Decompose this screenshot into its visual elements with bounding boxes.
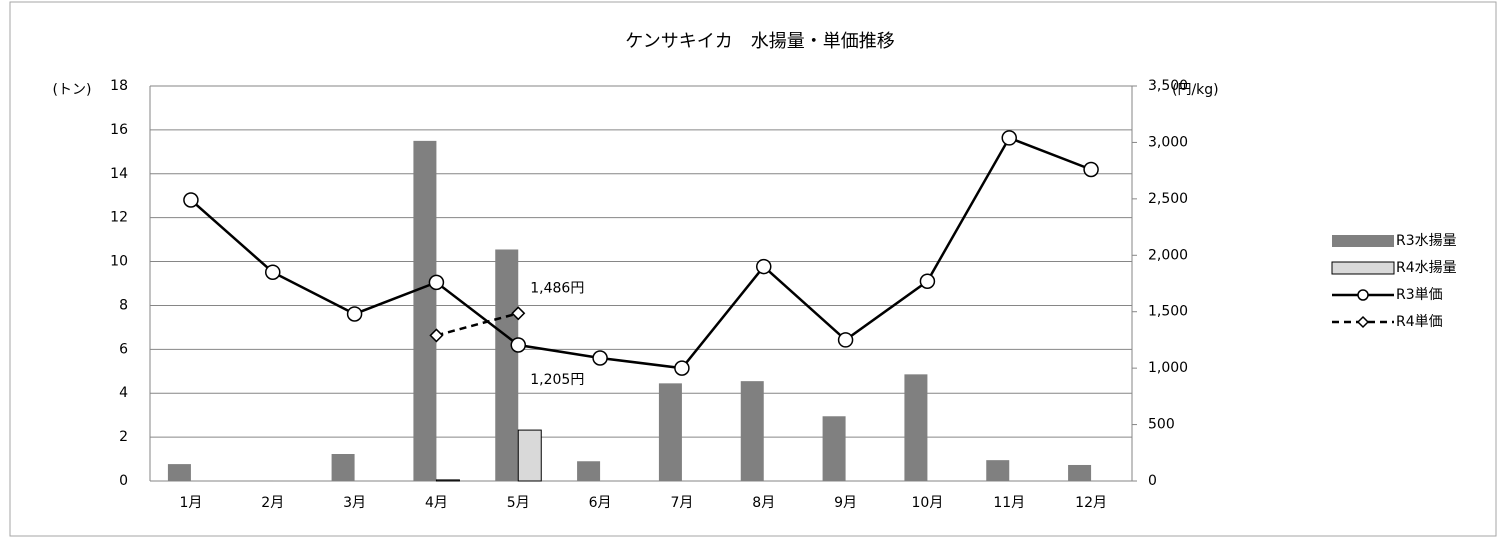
marker bbox=[592, 350, 608, 366]
x-tick-label: 2月 bbox=[261, 495, 284, 511]
bar bbox=[740, 381, 764, 481]
y-tick-label: 14 bbox=[110, 166, 128, 182]
marker bbox=[510, 337, 526, 353]
x-tick-label: 12月 bbox=[1075, 495, 1107, 511]
marker bbox=[511, 306, 526, 321]
x-tick-label: 4月 bbox=[425, 495, 448, 511]
x-tick-label: 9月 bbox=[834, 495, 857, 511]
legend-marker bbox=[1357, 289, 1369, 301]
marker bbox=[919, 273, 936, 289]
bar bbox=[517, 429, 542, 482]
legend-swatch bbox=[1331, 261, 1395, 275]
marker bbox=[756, 258, 772, 275]
x-tick-label: 5月 bbox=[507, 495, 530, 511]
y2-tick-label: 3,500 bbox=[1148, 78, 1188, 94]
bar bbox=[986, 460, 1010, 481]
y-tick-label: 10 bbox=[110, 254, 128, 270]
bar bbox=[1068, 464, 1092, 481]
x-tick-label: 7月 bbox=[670, 495, 693, 511]
y-axis-label: (トン) bbox=[53, 82, 92, 98]
bar bbox=[658, 383, 682, 481]
y-tick-label: 6 bbox=[119, 341, 128, 357]
x-tick-label: 10月 bbox=[912, 495, 944, 511]
bar bbox=[577, 461, 601, 481]
y-tick-label: 2 bbox=[119, 429, 128, 445]
x-tick-label: 3月 bbox=[343, 495, 366, 511]
bar bbox=[435, 479, 460, 482]
marker bbox=[1083, 161, 1099, 178]
legend-label: R3単価 bbox=[1396, 287, 1443, 303]
x-tick-label: 11月 bbox=[993, 495, 1025, 511]
marker bbox=[674, 360, 690, 376]
bar bbox=[331, 454, 355, 481]
marker bbox=[429, 328, 444, 343]
y2-tick-label: 1,000 bbox=[1148, 360, 1188, 376]
marker bbox=[183, 192, 199, 208]
bar bbox=[822, 416, 846, 481]
legend-swatch bbox=[1332, 235, 1394, 247]
y-tick-label: 4 bbox=[119, 385, 128, 401]
legend-marker bbox=[1356, 315, 1370, 329]
line bbox=[190, 136, 1092, 370]
bar bbox=[167, 464, 191, 481]
y2-tick-label: 0 bbox=[1148, 473, 1157, 489]
bar bbox=[495, 249, 519, 481]
marker bbox=[1001, 130, 1017, 146]
legend-label: R4水揚量 bbox=[1396, 259, 1457, 276]
data-label: 1,486円 bbox=[530, 280, 584, 296]
marker bbox=[265, 264, 281, 280]
chart-title: ケンサキイカ 水揚量・単価推移 bbox=[625, 31, 894, 52]
marker bbox=[428, 274, 445, 291]
bar bbox=[904, 374, 928, 481]
x-tick-label: 1月 bbox=[179, 495, 202, 511]
y-tick-label: 18 bbox=[110, 78, 128, 94]
y-tick-label: 12 bbox=[110, 210, 128, 226]
x-tick-label: 8月 bbox=[752, 495, 775, 511]
bar bbox=[413, 140, 437, 481]
y2-axis-label: (円/kg) bbox=[1172, 82, 1219, 98]
legend-label: R3水揚量 bbox=[1396, 232, 1457, 249]
marker bbox=[346, 306, 363, 322]
x-tick-label: 6月 bbox=[589, 495, 612, 511]
y2-tick-label: 3,000 bbox=[1148, 134, 1188, 150]
y2-tick-label: 1,500 bbox=[1148, 304, 1188, 320]
data-label: 1,205円 bbox=[530, 372, 584, 388]
legend-label: R4単価 bbox=[1396, 314, 1443, 330]
y2-tick-label: 500 bbox=[1148, 417, 1175, 433]
y2-tick-label: 2,000 bbox=[1148, 247, 1188, 263]
y-tick-label: 8 bbox=[119, 297, 128, 313]
marker bbox=[837, 332, 854, 348]
y-tick-label: 0 bbox=[119, 473, 128, 489]
line bbox=[436, 312, 519, 337]
y-tick-label: 16 bbox=[110, 122, 128, 138]
y2-tick-label: 2,500 bbox=[1148, 191, 1188, 207]
